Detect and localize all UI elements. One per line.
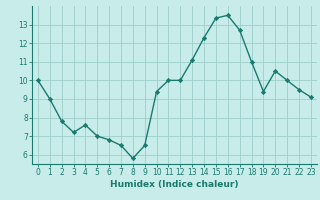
X-axis label: Humidex (Indice chaleur): Humidex (Indice chaleur) (110, 180, 239, 189)
